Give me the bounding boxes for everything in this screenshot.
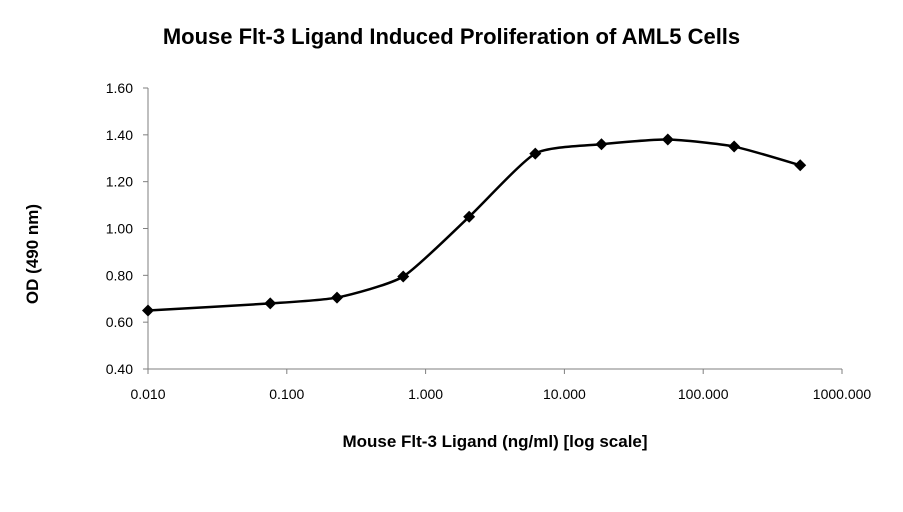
- data-point-marker: [142, 304, 154, 317]
- x-tick-label: 10.000: [543, 386, 586, 402]
- data-point-marker: [661, 133, 674, 146]
- data-point-marker: [264, 297, 277, 310]
- x-tick-label: 0.100: [269, 386, 304, 402]
- y-tick-label: 0.80: [106, 267, 133, 283]
- data-point-marker: [397, 270, 410, 283]
- x-tick-label: 100.000: [678, 386, 729, 402]
- data-point-marker: [728, 140, 741, 153]
- data-point-marker: [794, 159, 807, 172]
- x-tick-label: 1000.000: [813, 386, 872, 402]
- data-point-marker: [463, 210, 476, 223]
- y-tick-label: 1.00: [106, 221, 133, 237]
- series-layer: [142, 133, 807, 317]
- x-axis-label: Mouse Flt-3 Ligand (ng/ml) [log scale]: [342, 432, 648, 451]
- y-tick-label: 0.60: [106, 314, 133, 330]
- data-point-marker: [331, 291, 344, 304]
- chart-title: Mouse Flt-3 Ligand Induced Proliferation…: [162, 24, 741, 49]
- axes: 0.40 0.60 0.80 1.00 1.20 1.40 1.60 0.010 0.100 1.…: [106, 80, 872, 402]
- series-line: [147, 138, 801, 312]
- x-tick-label: 1.000: [408, 386, 443, 402]
- x-tick-label: 0.010: [130, 386, 165, 402]
- y-tick-label: 1.40: [106, 127, 133, 143]
- y-tick-label: 1.60: [106, 80, 133, 96]
- data-point-marker: [595, 138, 608, 151]
- y-tick-label: 1.20: [106, 174, 133, 190]
- data-point-marker: [529, 147, 542, 160]
- y-tick-label: 0.40: [106, 361, 133, 377]
